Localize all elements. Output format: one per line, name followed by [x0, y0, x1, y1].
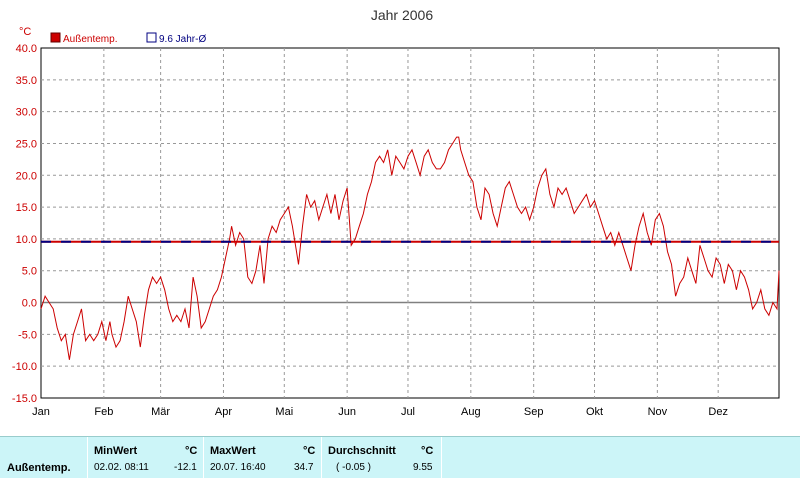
series-line-outdoor-temp [40, 136, 780, 360]
y-tick-label: -15.0 [12, 393, 37, 405]
stats-row-label: Außentemp. [7, 462, 71, 474]
y-tick-label: 40.0 [16, 43, 37, 55]
max-header: MaxWert [210, 445, 256, 457]
x-tick-label: Okt [586, 406, 603, 418]
avg-header: Durchschnitt [328, 445, 396, 457]
y-tick-label: 30.0 [16, 107, 37, 119]
max-unit: °C [303, 445, 316, 457]
x-tick-label: Aug [461, 406, 481, 418]
avg-unit: °C [421, 445, 434, 457]
x-tick-label: Mai [275, 406, 293, 418]
stats-avg-cell: Durchschnitt °C ( -0.05 ) 9.55 [322, 437, 442, 479]
y-tick-label: -5.0 [18, 329, 37, 341]
plot-frame [40, 47, 780, 399]
plot-area: 40.0 35.0 30.0 25.0 20.0 15.0 10.0 5.0 0.0 -5.0 -1… [12, 43, 780, 418]
min-datetime: 02.02. 08:11 [94, 462, 149, 473]
max-value: 34.7 [294, 462, 314, 473]
stats-table: Außentemp. MinWert °C 02.02. 08:11 -12.1… [0, 436, 800, 479]
y-tick-label: 10.0 [16, 234, 37, 246]
y-tick-label: 5.0 [22, 266, 37, 278]
x-tick-label: Dez [708, 406, 728, 418]
x-tick-label: Apr [215, 406, 232, 418]
x-tick-label: Jun [338, 406, 356, 418]
stats-row-label-cell: Außentemp. [0, 437, 88, 479]
legend-swatch-average [146, 32, 157, 43]
chart-title: Jahr 2006 [371, 7, 433, 23]
y-tick-label: 0.0 [22, 298, 37, 310]
stats-min-cell: MinWert °C 02.02. 08:11 -12.1 [88, 437, 204, 479]
min-header: MinWert [94, 445, 138, 457]
x-tick-label: Nov [648, 406, 668, 418]
min-unit: °C [185, 445, 198, 457]
min-value: -12.1 [174, 462, 197, 473]
y-tick-label: 20.0 [16, 170, 37, 182]
avg-value: 9.55 [413, 462, 433, 473]
x-tick-label: Sep [524, 406, 544, 418]
y-tick-label: 25.0 [16, 138, 37, 150]
legend: Außentemp. 9.6 Jahr-Ø [50, 32, 206, 45]
max-datetime: 20.07. 16:40 [210, 462, 266, 473]
x-tick-label: Mär [151, 406, 170, 418]
x-tick-label: Feb [94, 406, 113, 418]
x-tick-label: Jul [401, 406, 415, 418]
y-tick-label: 15.0 [16, 202, 37, 214]
avg-note: ( -0.05 ) [336, 462, 372, 473]
legend-swatch-outdoor-temp [50, 32, 61, 43]
y-tick-label: -10.0 [12, 361, 37, 373]
stats-max-cell: MaxWert °C 20.07. 16:40 34.7 [204, 437, 322, 479]
y-axis-unit: °C [19, 26, 31, 38]
legend-label-average: 9.6 Jahr-Ø [159, 34, 206, 45]
chart: Jahr 2006 °C Außentemp. 9.6 Jahr-Ø 40.0 35… [12, 7, 780, 418]
legend-label-outdoor-temp: Außentemp. [63, 34, 117, 45]
y-tick-label: 35.0 [16, 75, 37, 87]
x-tick-label: Jan [32, 406, 50, 418]
